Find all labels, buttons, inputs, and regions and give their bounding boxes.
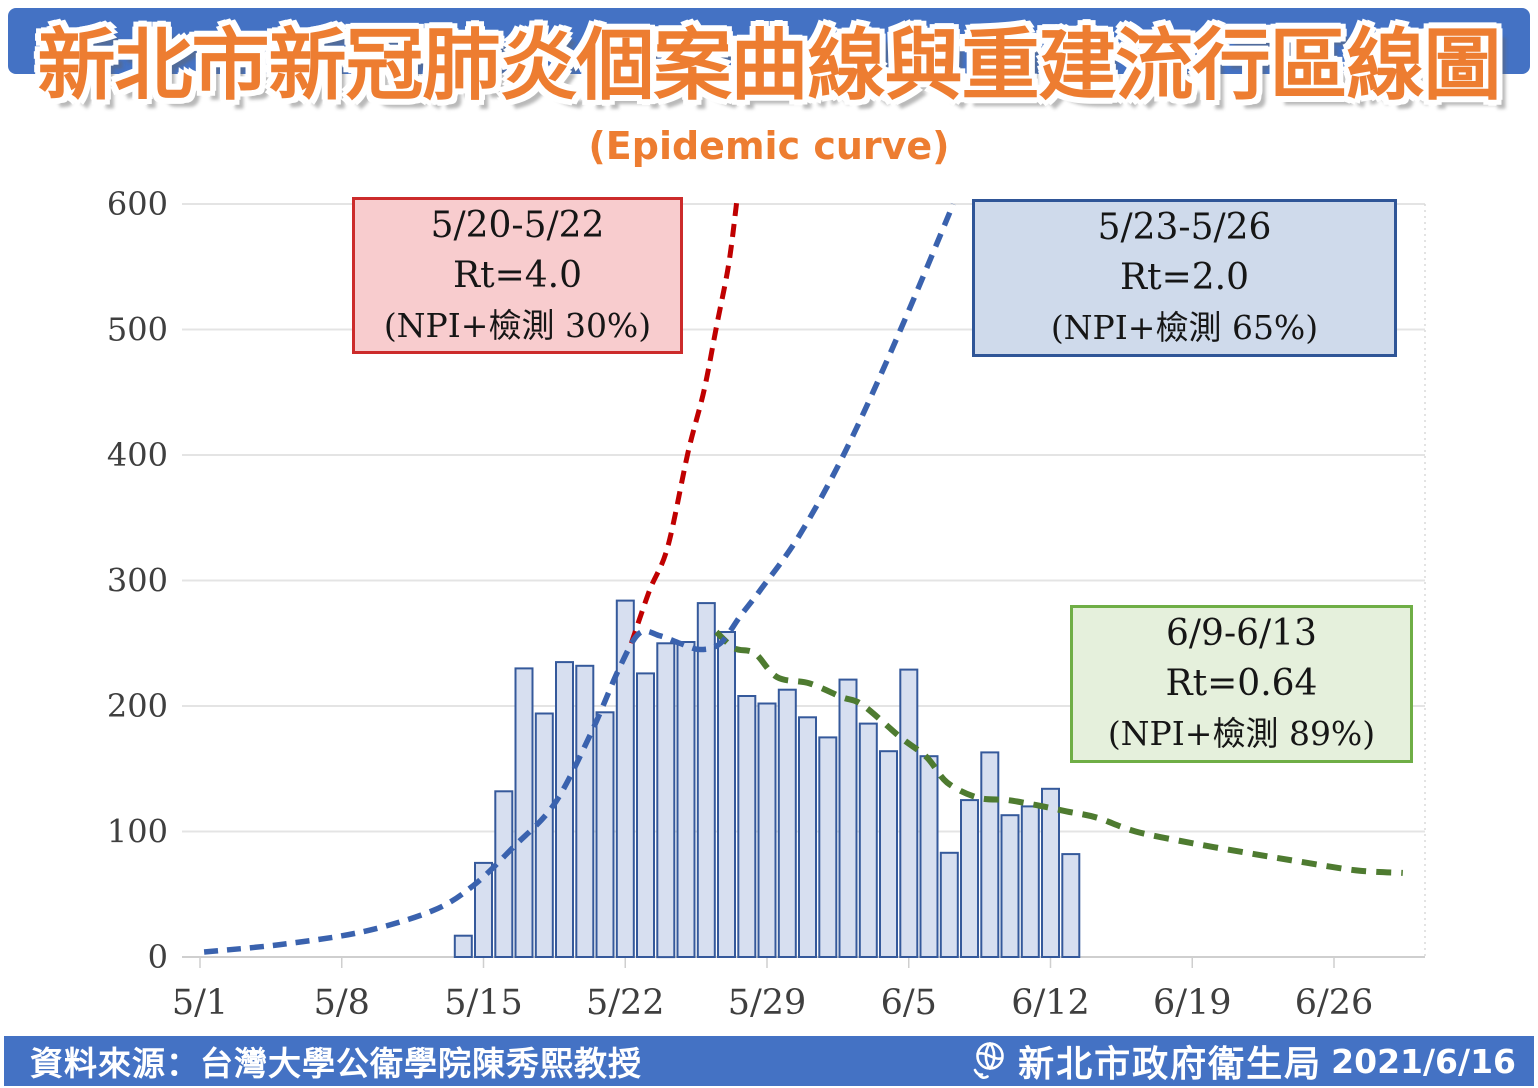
bar-6/2 [838,678,858,958]
x-axis-tick-label: 5/1 [172,983,228,1023]
bar-6/12 [1041,787,1060,958]
x-axis-tick-label: 6/12 [1011,983,1090,1023]
curve-reconstruction-Rt-0.64 [714,629,1403,876]
bar-5/20 [575,664,595,958]
y-axis-tick-label: 600 [107,185,168,223]
bar-5/31 [798,716,817,958]
bar-5/16 [494,790,514,958]
annotation-rt4-box: 5/20-5/22 Rt=4.0 (NPI+檢測 30%) [352,197,683,354]
bar-6/10 [1000,814,1020,959]
publish-date: 2021/6/16 [1331,1041,1516,1081]
y-axis-tick-label: 100 [107,813,168,851]
bar-6/9 [980,751,1000,959]
bar-6/7 [939,851,959,958]
page-subtitle: (Epidemic curve) [588,124,950,168]
x-axis-tick-label: 5/8 [314,983,370,1023]
bar-5/15 [474,861,493,959]
bar-6/6 [919,755,939,959]
annotation-rt2-dates: 5/23-5/26 [1097,207,1272,248]
data-source: 資料來源：台灣大學公衛學院陳秀熙教授 [30,1044,642,1083]
y-axis-tick-label: 200 [107,687,168,725]
x-axis-tick-label: 5/15 [444,983,523,1023]
annotation-rt064-npi: (NPI+檢測 89%) [1107,714,1376,753]
bar-5/23 [636,672,655,959]
page-title: 新北市新冠肺炎個案曲線與重建流行區線圖 [37,21,1501,111]
bar-6/5 [899,668,919,958]
x-axis-tick-label: 5/29 [728,983,807,1023]
curve-projection-Rt-4.0 [628,202,740,645]
bar-6/11 [1020,805,1040,959]
bar-5/27 [717,631,736,958]
annotation-rt4-npi: (NPI+檢測 30%) [383,305,652,345]
bar-5/17 [514,667,534,959]
curve-reconstruction-Rt-2.0 [203,202,956,955]
x-axis-tick-label: 6/19 [1153,983,1232,1023]
bar-5/24 [656,642,676,959]
annotation-rt064-box: 6/9-6/13 Rt=0.64 (NPI+檢測 89%) [1070,605,1413,763]
annotation-rt2-box: 5/23-5/26 Rt=2.0 (NPI+檢測 65%) [972,199,1397,357]
y-axis-tick-label: 500 [107,311,168,349]
bar-5/22 [615,599,635,958]
bar-5/29 [757,702,777,958]
x-axis-tick-label: 6/26 [1295,983,1374,1023]
annotation-rt064-value: Rt=0.64 [1165,663,1318,704]
header-band [8,8,1530,74]
bar-5/19 [555,661,574,958]
y-axis-tick-label: 0 [148,938,168,976]
bar-5/14 [453,934,473,959]
bar-6/13 [1061,853,1081,958]
annotation-rt2-value: Rt=2.0 [1120,257,1249,298]
footer-band: 資料來源：台灣大學公衛學院陳秀熙教授 新北市政府衛生局 2021/6/16 [4,1036,1534,1086]
bar-5/21 [595,711,615,958]
annotation-rt4-dates: 5/20-5/22 [430,204,605,246]
y-axis-tick-label: 400 [107,436,168,474]
bar-5/30 [777,688,797,958]
bar-6/3 [858,722,878,958]
y-axis-tick-label: 300 [107,562,168,600]
bar-5/28 [737,695,757,958]
bar-5/25 [676,641,696,958]
x-axis-tick-label: 6/5 [881,983,937,1023]
x-axis-tick-label: 5/22 [586,983,665,1023]
bar-5/26 [696,602,716,958]
agency-name: 新北市政府衛生局 [1018,1044,1323,1085]
bar-5/18 [534,712,554,958]
annotation-rt4-value: Rt=4.0 [453,254,582,296]
annotation-rt2-npi: (NPI+檢測 65%) [1050,308,1319,347]
bar-6/1 [818,736,838,959]
annotation-rt064-dates: 6/9-6/13 [1166,613,1317,654]
bar-6/8 [960,799,979,958]
bar-6/4 [879,750,898,959]
agency: 新北市政府衛生局 2021/6/16 [969,1035,1516,1087]
ntpc-emblem-icon [973,1042,1004,1079]
